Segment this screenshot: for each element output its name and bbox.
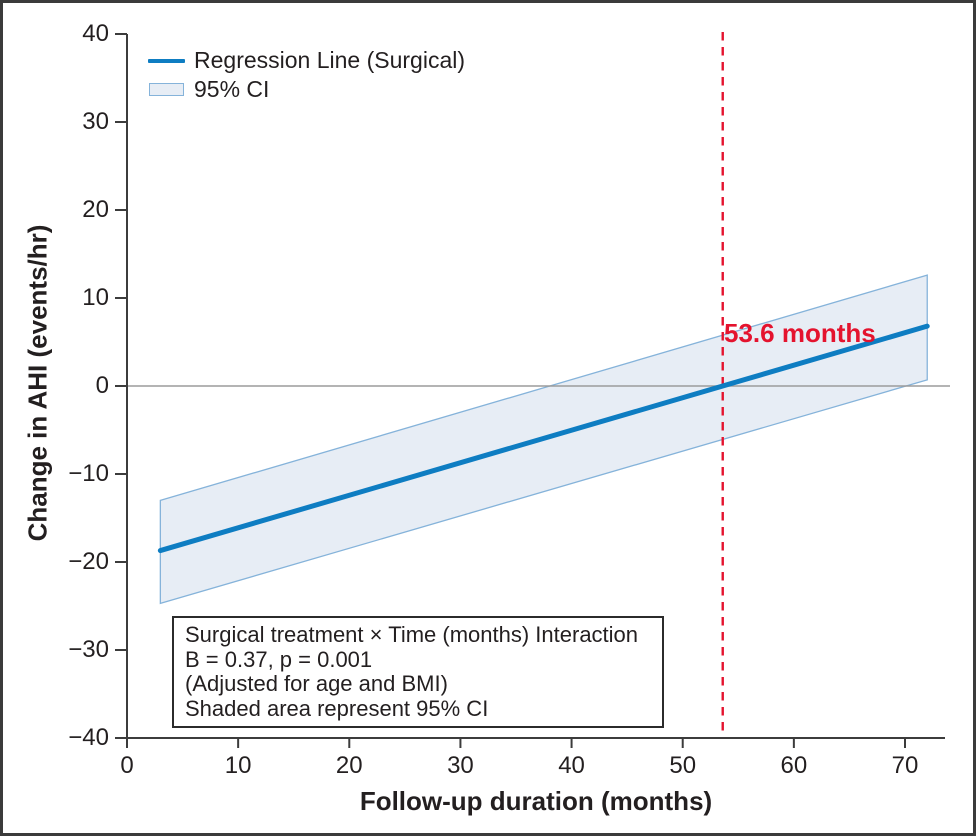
x-tick-label: 50 xyxy=(669,752,697,779)
y-tick-label: −30 xyxy=(68,636,109,663)
x-tick-label: 60 xyxy=(780,752,808,779)
stats-annotation-box: Surgical treatment × Time (months) Inter… xyxy=(172,616,664,728)
x-tick-label: 70 xyxy=(891,752,919,779)
legend-entry-ci: 95% CI xyxy=(148,75,465,104)
stats-line-adjustment: (Adjusted for age and BMI) xyxy=(185,671,448,696)
y-tick-label: −20 xyxy=(68,548,109,575)
y-tick-label: −10 xyxy=(68,460,109,487)
legend-entry-regression: Regression Line (Surgical) xyxy=(148,46,465,75)
y-tick-label: 30 xyxy=(82,108,109,135)
stats-line-interaction: Surgical treatment × Time (months) Inter… xyxy=(185,622,639,647)
y-tick-label: −40 xyxy=(68,724,109,751)
regression-line-swatch-icon xyxy=(148,58,185,63)
y-tick-label: 20 xyxy=(82,196,109,223)
legend-label-regression: Regression Line (Surgical) xyxy=(194,47,466,73)
x-tick-label: 30 xyxy=(447,752,474,779)
ci-band-swatch-icon xyxy=(149,83,184,96)
y-axis-title: Change in AHI (events/hr) xyxy=(22,224,53,542)
y-tick-label: 10 xyxy=(82,284,109,311)
reference-line-label: 53.6 months xyxy=(724,318,876,348)
legend: Regression Line (Surgical) 95% CI xyxy=(148,46,465,104)
y-tick-label: 40 xyxy=(82,20,109,47)
x-tick-label: 40 xyxy=(558,752,585,779)
stats-line-coefficient: B = 0.37, p = 0.001 xyxy=(185,646,373,672)
x-tick-label: 20 xyxy=(335,752,363,779)
y-tick-label: 0 xyxy=(95,372,109,399)
stats-line-shaded: Shaded area represent 95% CI xyxy=(185,695,489,721)
x-tick-label: 0 xyxy=(120,752,134,779)
x-tick-label: 10 xyxy=(224,752,252,779)
legend-label-ci: 95% CI xyxy=(194,76,270,102)
x-axis-title: Follow-up duration (months) xyxy=(359,786,713,816)
regression-line xyxy=(157,323,930,554)
